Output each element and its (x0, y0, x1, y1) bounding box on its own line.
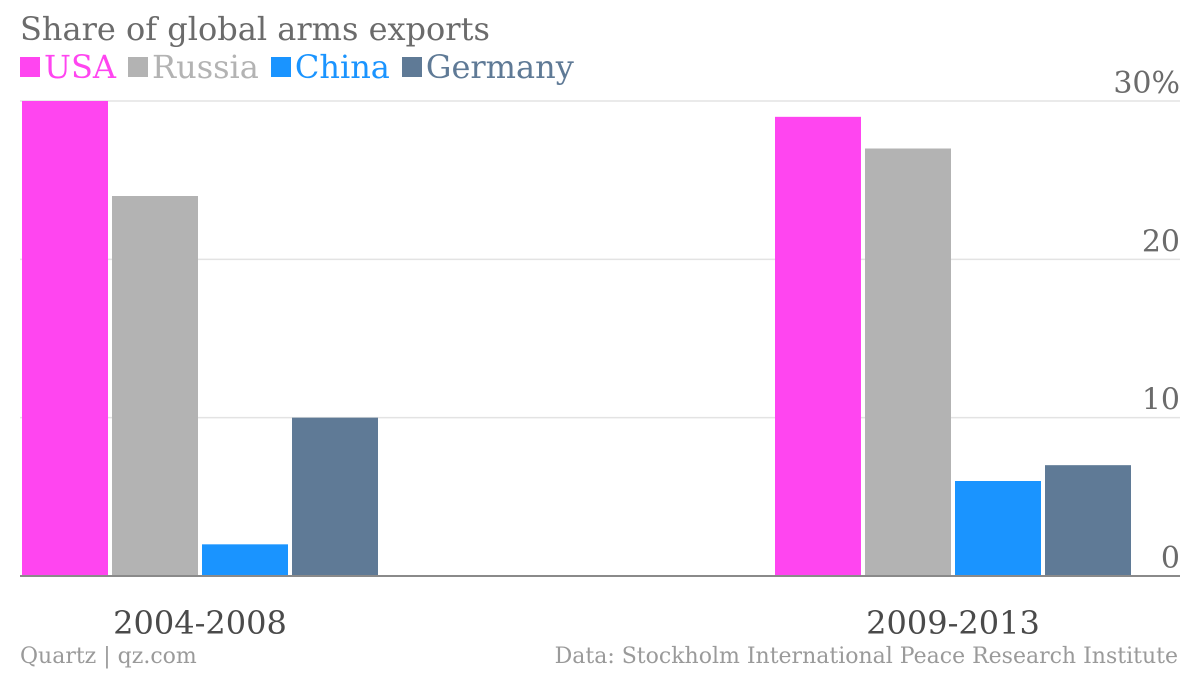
y-tick-label-30: 30% (1113, 66, 1180, 101)
legend-item-usa: USA (20, 48, 116, 86)
y-tick-label-20: 20 (1142, 224, 1180, 259)
x-category-label-2004-2008: 2004-2008 (113, 604, 287, 642)
axis-labels: 0 10 20 30% 2004-2008 2009-2013 (113, 66, 1180, 642)
bar-germany-2009-2013 (1045, 465, 1131, 576)
bar-germany-2004-2008 (292, 417, 378, 576)
legend-label-russia: Russia (152, 48, 259, 86)
legend-swatch-germany (401, 57, 422, 77)
bars (22, 101, 1131, 576)
y-tick-label-0: 0 (1161, 541, 1180, 576)
footer-credit: Quartz | qz.com (20, 644, 197, 669)
legend-label-usa: USA (44, 48, 116, 86)
bar-russia-2004-2008 (112, 196, 198, 576)
legend-item-russia: Russia (128, 48, 259, 86)
x-category-label-2009-2013: 2009-2013 (866, 604, 1040, 642)
bar-usa-2009-2013 (775, 116, 861, 576)
bar-russia-2009-2013 (865, 148, 951, 576)
bar-china-2004-2008 (202, 544, 288, 576)
legend-swatch-russia (128, 57, 148, 77)
legend-swatch-china (270, 57, 291, 77)
legend-label-germany: Germany (425, 48, 574, 86)
legend-item-germany: Germany (401, 48, 574, 86)
gridlines (20, 100, 1180, 419)
bar-usa-2004-2008 (22, 101, 108, 576)
legend-swatch-usa (20, 57, 40, 77)
footer-data-source: Data: Stockholm International Peace Rese… (554, 644, 1178, 669)
legend-item-china: China (270, 48, 390, 86)
y-tick-label-10: 10 (1142, 383, 1180, 418)
legend: USA Russia China Germany (20, 48, 586, 86)
chart-title: Share of global arms exports (20, 10, 490, 48)
legend-label-china: China (294, 48, 390, 86)
bar-china-2009-2013 (955, 481, 1041, 576)
